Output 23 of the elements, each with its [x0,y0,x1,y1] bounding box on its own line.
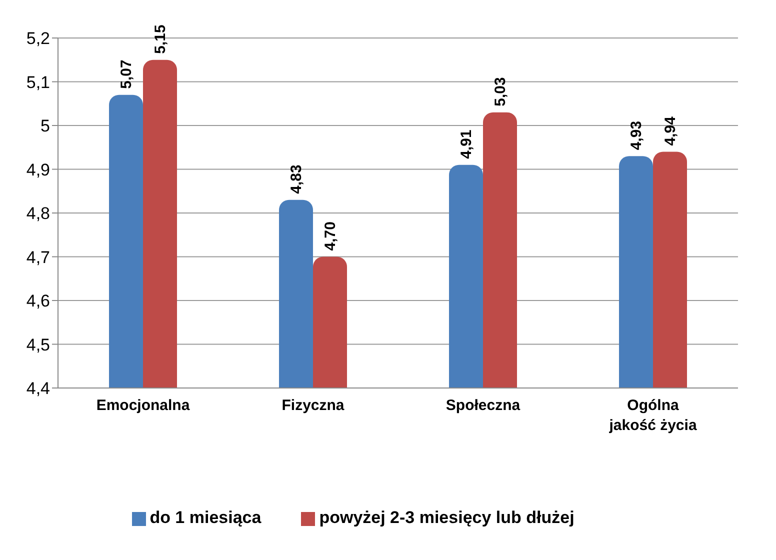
legend-label: do 1 miesiąca [150,508,262,527]
data-label: 4,91 [458,130,475,159]
y-tick-label: 4,5 [26,335,50,354]
y-tick-label: 5,2 [26,29,50,48]
data-label: 4,94 [662,116,679,146]
y-tick-label: 5,1 [26,72,50,92]
x-tick-label: Społeczna [446,397,521,414]
data-label: 4,83 [288,164,305,194]
y-tick-label: 4,8 [26,204,50,224]
y-tick-label: 5 [40,116,50,136]
x-tick-label: Emocjonalna [96,397,190,414]
x-tick-label: Fizyczna [282,397,345,414]
data-label: 5,03 [492,77,509,106]
data-label: 4,70 [322,222,339,251]
legend-label: powyżej 2-3 miesięcy lub dłużej [319,508,574,527]
data-label: 5,15 [152,24,169,54]
y-tick-label: 4,9 [26,160,50,180]
y-tick-label: 4,6 [26,292,50,311]
data-label: 5,07 [118,60,135,89]
y-tick-label: 4,4 [26,379,50,398]
y-tick-label: 4,7 [26,248,50,267]
data-label: 4,93 [628,120,645,150]
x-tick-label: Ogólna jakość życia [608,397,698,434]
